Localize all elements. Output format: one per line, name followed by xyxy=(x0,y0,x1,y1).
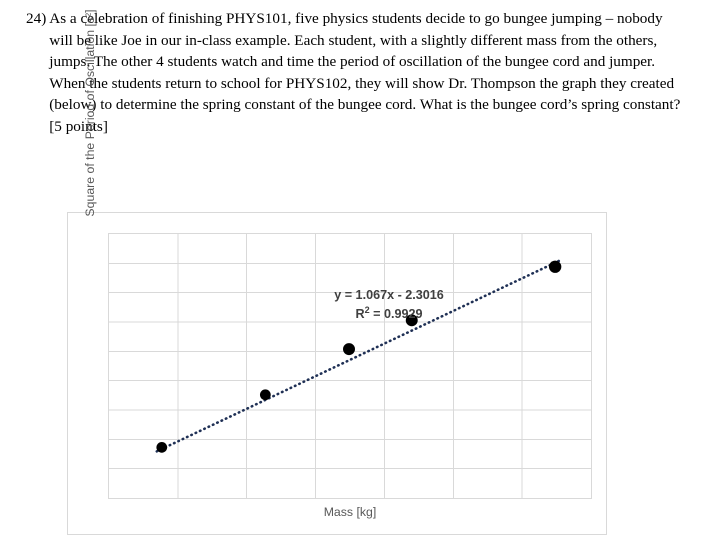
chart-series xyxy=(155,259,562,453)
chart-frame: Square of the Period of Oscillation [s²] xyxy=(67,9,607,535)
question-block: 24) As a celebration of finishing PHYS10… xyxy=(26,8,686,137)
data-point-marker xyxy=(259,389,271,401)
chart-gridlines xyxy=(109,234,591,498)
data-point-marker xyxy=(343,343,355,356)
r-squared-superscript: 2 xyxy=(364,304,370,315)
x-axis-title: Mass [kg] xyxy=(323,505,377,519)
data-point-marker xyxy=(156,442,168,453)
data-point-marker xyxy=(548,260,562,273)
y-axis-title-wrapper: Square of the Period of Oscillation [s²] xyxy=(83,9,104,507)
y-axis-title: Square of the Period of Oscillation [s²] xyxy=(83,9,97,217)
r-squared-prefix: R xyxy=(355,307,365,321)
question-number: 24) xyxy=(26,10,47,27)
r-squared-value: = 0.9929 xyxy=(369,307,423,321)
trendline-equation-label: y = 1.067x - 2.3016 xyxy=(334,288,444,302)
question-text: As a celebration of finishing PHYS101, f… xyxy=(49,10,681,135)
question-row: 24) As a celebration of finishing PHYS10… xyxy=(26,8,686,137)
trendline-r-squared-label: R2 = 0.9929 xyxy=(279,305,499,324)
plot-area: y = 1.067x - 2.3016 R2 = 0.9929 xyxy=(108,233,592,499)
data-point-marker xyxy=(405,314,418,327)
